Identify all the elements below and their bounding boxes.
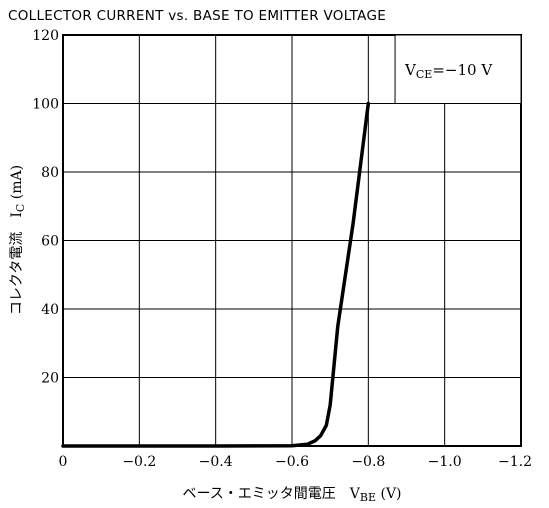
tick-labels: 0 −0.2 −0.4 −0.6 −0.8 −1.0 −1.2 20 40 60 80 100 120 [32,28,532,470]
y-axis-label: コレクタ電流 IC (mA) [9,165,27,315]
x-tick-label: −1.0 [428,454,462,470]
axis-labels: ベース・エミッタ間電圧 VBE (V) コレクタ電流 IC (mA) [9,165,402,504]
y-tick-label: 100 [32,97,59,113]
y-tick-label: 60 [41,234,59,250]
y-tick-label: 20 [41,371,59,387]
y-tick-label: 120 [32,28,59,44]
series-group [61,101,371,448]
x-tick-label: −0.8 [351,454,385,470]
y-tick-label: 80 [41,165,59,181]
annotation-box: VCE=−10 V [394,34,522,104]
annotation-text: VCE=−10 V [404,61,493,81]
x-tick-label: −0.2 [122,454,156,470]
x-tick-label: −0.6 [275,454,309,470]
x-tick-label: 0 [59,454,68,470]
x-tick-label: −0.4 [199,454,233,470]
y-tick-label: 40 [41,302,59,318]
x-tick-label: −1.2 [498,454,532,470]
annotation-frame [394,34,522,104]
series-line [61,101,371,448]
x-axis-label: ベース・エミッタ間電圧 VBE (V) [182,486,401,504]
chart-title: COLLECTOR CURRENT vs. BASE TO EMITTER VO… [8,8,386,24]
